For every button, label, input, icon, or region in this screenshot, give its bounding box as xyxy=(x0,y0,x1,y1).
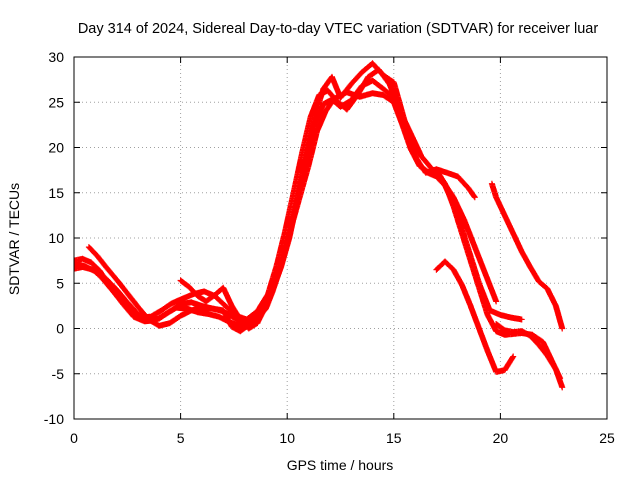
x-tick-label: 0 xyxy=(70,430,78,446)
x-tick-label: 25 xyxy=(599,430,615,446)
x-tick-label: 15 xyxy=(386,430,402,446)
series-track-h xyxy=(493,321,566,391)
series-markers xyxy=(433,258,517,375)
y-tick-label: -10 xyxy=(44,411,64,427)
series-markers xyxy=(493,321,566,391)
y-tick-label: 20 xyxy=(48,140,64,156)
y-tick-label: 0 xyxy=(56,321,64,337)
y-tick-label: 15 xyxy=(48,185,64,201)
x-axis-label: GPS time / hours xyxy=(287,457,394,473)
series-markers xyxy=(177,277,278,332)
series-track-e xyxy=(177,277,278,332)
y-tick-label: 25 xyxy=(48,94,64,110)
y-axis-label: SDTVAR / TECUs xyxy=(6,183,22,295)
series-markers xyxy=(488,180,566,332)
y-tick-label: 30 xyxy=(48,49,64,65)
y-tick-label: 5 xyxy=(56,275,64,291)
series-layer xyxy=(74,60,566,391)
chart-title: Day 314 of 2024, Sidereal Day-to-day VTE… xyxy=(78,21,599,37)
y-tick-label: -5 xyxy=(52,366,65,382)
x-tick-label: 10 xyxy=(279,430,295,446)
x-tick-label: 5 xyxy=(177,430,185,446)
ticks: 0 5 10 15 20 25 -10 -5 0 5 10 15 20 25 30 xyxy=(44,49,615,446)
series-track-g xyxy=(488,180,566,332)
y-tick-label: 10 xyxy=(48,230,64,246)
series-track-f xyxy=(433,258,517,375)
x-tick-label: 20 xyxy=(493,430,509,446)
